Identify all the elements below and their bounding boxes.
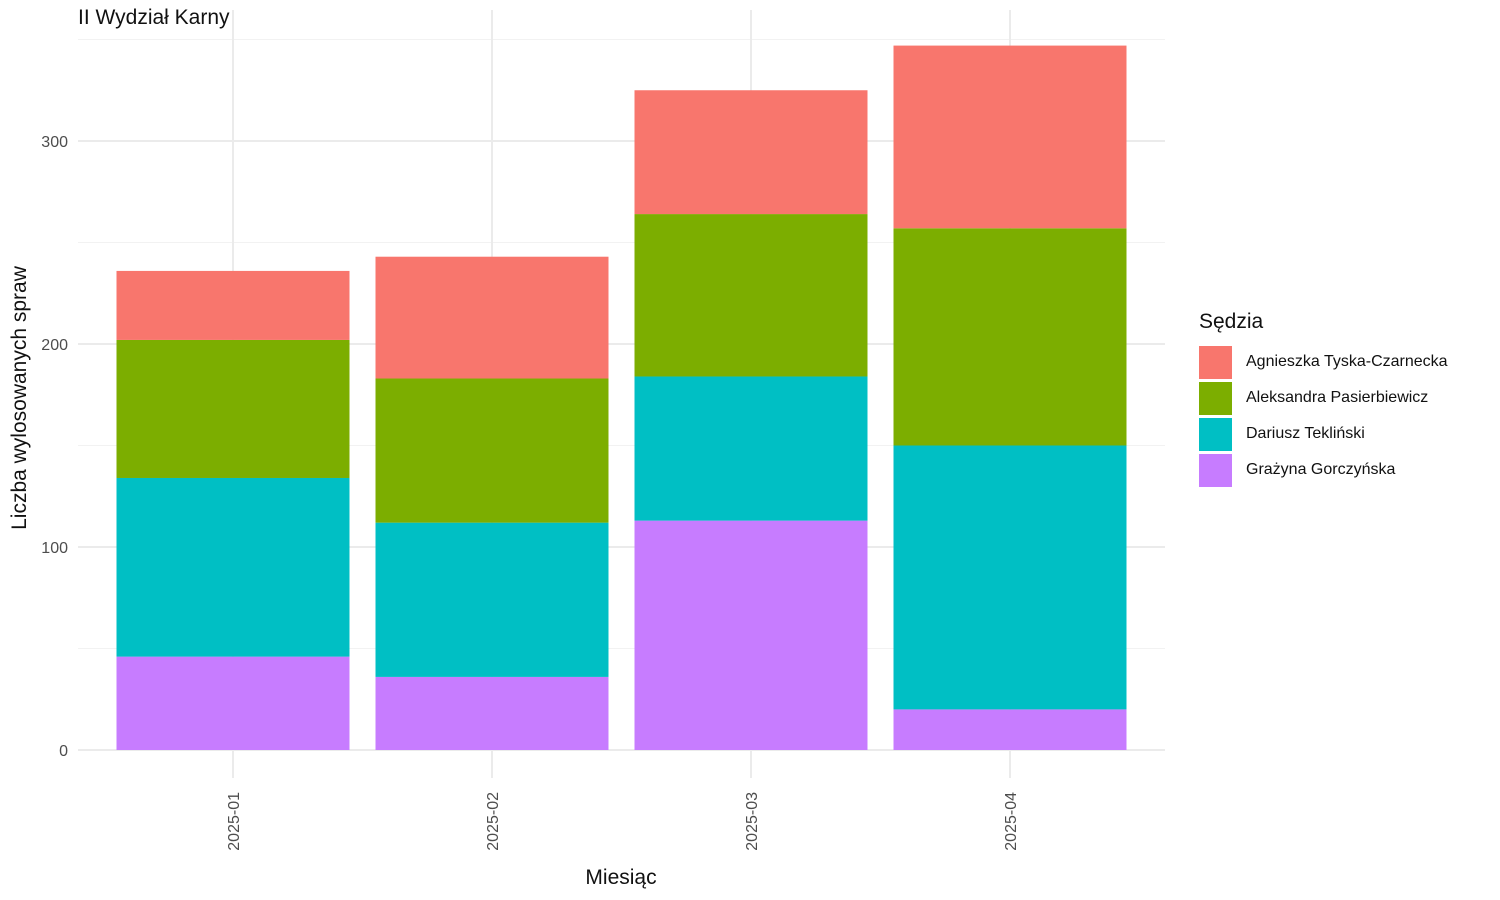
legend-title: Sędzia (1199, 310, 1264, 333)
x-axis-label: Miesiąc (585, 866, 657, 889)
legend-item: Agnieszka Tyska-Czarnecka (1199, 344, 1448, 380)
legend-item: Grażyna Gorczyńska (1199, 452, 1448, 488)
y-axis-label: Liczba wylosowanych spraw (8, 266, 31, 530)
bar-segment (893, 445, 1127, 710)
legend-items: Agnieszka Tyska-Czarnecka Aleksandra Pasi… (1199, 344, 1448, 488)
legend-item: Dariusz Tekliński (1199, 416, 1448, 452)
bar-segment (634, 520, 868, 750)
y-tick-labels: 0 100 200 300 (41, 134, 68, 760)
legend-key (1199, 417, 1232, 451)
x-tick-label: 2025-04 (1003, 792, 1020, 851)
bar-segment (116, 477, 350, 657)
bar-segment (116, 339, 350, 478)
bar-segment (375, 256, 609, 379)
legend-key (1199, 381, 1232, 415)
x-tick-labels: 2025-01 2025-02 2025-03 2025-04 (226, 792, 1020, 851)
y-tick-label: 0 (59, 743, 68, 760)
bars (116, 45, 1127, 750)
legend-label: Grażyna Gorczyńska (1246, 461, 1396, 478)
bar-segment (893, 709, 1127, 750)
bar-segment (893, 228, 1127, 446)
y-tick-label: 200 (41, 337, 68, 354)
bar-segment (375, 522, 609, 677)
y-tick-label: 300 (41, 134, 68, 151)
legend-key (1199, 345, 1232, 379)
bar-segment (634, 90, 868, 215)
x-tick-label: 2025-03 (744, 792, 761, 851)
bar-segment (116, 656, 350, 750)
x-tick-label: 2025-01 (226, 792, 243, 851)
chart-title: II Wydział Karny (78, 6, 230, 29)
legend-key (1199, 453, 1232, 487)
legend: Sędzia Agnieszka Tyska-Czarnecka Aleksand… (1199, 310, 1448, 488)
bar-segment (116, 270, 350, 340)
legend-label: Agnieszka Tyska-Czarnecka (1246, 353, 1448, 370)
bar-segment (634, 376, 868, 521)
bar-segment (634, 214, 868, 377)
legend-item: Aleksandra Pasierbiewicz (1199, 380, 1448, 416)
bar-segment (375, 676, 609, 750)
legend-label: Aleksandra Pasierbiewicz (1246, 389, 1429, 406)
bar-segment (893, 45, 1127, 229)
x-tick-label: 2025-02 (485, 792, 502, 851)
y-tick-label: 100 (41, 540, 68, 557)
bar-segment (375, 378, 609, 523)
legend-label: Dariusz Tekliński (1246, 425, 1365, 442)
